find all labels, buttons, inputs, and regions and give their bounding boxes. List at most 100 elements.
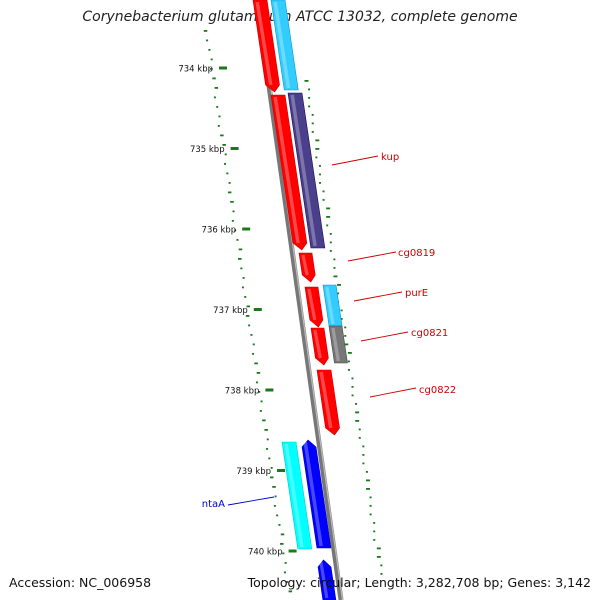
cds-arrow-reverse-highlight [319,561,329,599]
gc-dot [203,30,208,32]
gc-dot [380,573,383,575]
gc-dot [242,277,245,279]
cog-band-light-blue-highlight [325,286,335,325]
gc-dot [244,296,247,298]
gc-dot [238,248,243,251]
tick-label: 734 kbp [178,65,213,75]
tick-mark [253,308,262,311]
gc-dot [240,267,243,270]
gene-label-leader [347,251,397,262]
gene-label-leader [353,291,403,302]
gc-dot [347,352,352,354]
gc-dot [232,210,235,213]
gc-dot [236,239,239,241]
gene-label-leader [227,496,275,506]
tick-label: 740 kbp [248,548,283,558]
gc-dot [262,419,266,422]
gc-dot [218,115,221,118]
gc-dot [260,400,263,403]
feature-track [252,0,348,600]
gc-dot [340,309,343,312]
gc-dot [266,448,269,450]
cog-band-light-blue-highlight [273,1,291,89]
gene-label-ntaa: ntaA [202,499,225,510]
gc-dot [308,97,311,99]
gc-dot [217,125,220,127]
gc-dot [333,258,336,261]
gc-dot [376,547,381,550]
cog-band-gray [328,325,348,364]
gc-dot [355,411,360,414]
gc-dot [365,471,368,473]
gc-dot [318,165,321,167]
cds-arrow-kup [270,94,308,251]
gc-dot [234,229,237,232]
gc-dot [252,343,255,346]
cds-arrow-cg0822-highlight [319,371,333,429]
gc-dot [248,324,251,327]
tick-mark [288,549,297,553]
gc-dot [366,488,371,490]
gc-dot [210,68,213,70]
gc-dot [319,182,322,184]
gc-dot [206,39,209,42]
gc-dot [308,88,311,91]
gc-dot [326,216,331,218]
cds-arrow-ntaA-highlight [303,441,323,547]
genome-summary-text: Topology: circular; Length: 3,282,708 bp… [247,575,591,590]
cds-arrow-forward [252,0,280,93]
gc-dot [362,445,365,448]
gc-dot [258,391,261,393]
gc-dot [322,199,325,201]
gc-dot [228,182,231,184]
gc-dot [216,106,219,108]
gc-dot [373,522,376,524]
gc-dot [326,207,331,210]
cds-arrow-cg0821 [310,327,329,366]
gc-dot [358,437,361,439]
gc-dot [322,190,325,193]
gc-dot [333,275,338,278]
map-title: Corynebacterium glutamicum ATCC 13032, c… [82,9,518,25]
gc-dot [256,372,261,374]
gc-dot [369,496,372,499]
gc-content-track [203,30,383,593]
gc-dot [355,420,360,422]
cds-arrow-forward-highlight [255,1,273,86]
gc-dot [278,524,281,526]
gc-dot [252,353,255,355]
gc-dot [269,476,274,479]
gc-dot [311,122,314,125]
gc-dot [284,562,287,564]
gc-dot [273,505,276,507]
gc-dot [351,394,354,397]
gc-dot [329,233,332,235]
gc-dot [283,571,286,574]
gc-dot [344,343,349,346]
gc-dot [329,241,332,244]
ruler: 734 kbp 735 kbp 736 kbp 737 kbp 738 kbp 739 k… [178,65,297,558]
gc-dot [329,250,332,252]
gc-dot [224,163,227,165]
gc-dot [362,462,365,465]
gc-dot [214,87,219,89]
gc-dot [373,530,376,533]
gc-dot [276,514,279,517]
cog-band-purple-highlight [290,94,317,247]
gc-dot [315,156,318,159]
gc-dot [311,131,314,133]
gc-dot [268,457,271,460]
gc-dot [210,58,213,61]
gc-dot [259,410,262,412]
cds-arrow-cg0819 [298,252,316,283]
gc-dot [362,454,365,456]
gc-dot [282,552,285,555]
gc-dot [308,105,311,108]
gc-dot [238,258,242,260]
gc-dot [274,495,277,498]
gc-dot [280,533,285,536]
gc-dot [212,77,216,80]
gc-dot [254,362,258,365]
gc-dot [351,386,354,388]
